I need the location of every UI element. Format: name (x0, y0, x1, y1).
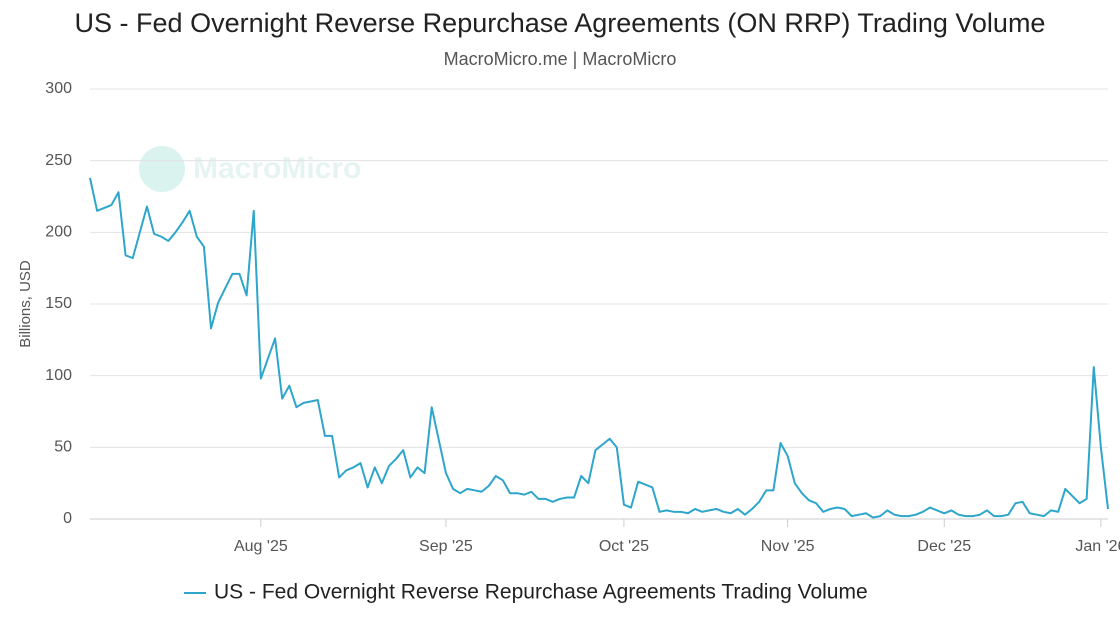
y-tick-label: 100 (45, 367, 72, 384)
y-tick-label: 300 (45, 80, 72, 97)
x-tick-label: Aug '25 (234, 538, 288, 555)
x-tick-label: Dec '25 (917, 538, 971, 555)
y-tick-label: 250 (45, 152, 72, 169)
watermark-logo (139, 146, 185, 192)
chart-subtitle: MacroMicro.me | MacroMicro (444, 49, 677, 69)
y-tick-label: 150 (45, 295, 72, 312)
x-tick-label: Sep '25 (419, 538, 473, 555)
y-tick-label: 0 (63, 510, 72, 527)
x-tick-label: Jan '26 (1075, 538, 1120, 555)
watermark-text: MacroMicro (193, 152, 361, 185)
legend: US - Fed Overnight Reverse Repurchase Ag… (184, 581, 868, 604)
watermark: MacroMicro (139, 146, 361, 192)
x-tick-label: Oct '25 (599, 538, 649, 555)
y-tick-label: 200 (45, 224, 72, 241)
chart-title: US - Fed Overnight Reverse Repurchase Ag… (75, 8, 1046, 38)
legend-label: US - Fed Overnight Reverse Repurchase Ag… (214, 581, 868, 604)
y-axis-label: Billions, USD (17, 260, 34, 348)
x-tick-label: Nov '25 (761, 538, 815, 555)
y-tick-label: 50 (54, 439, 72, 456)
data-line (89, 177, 1109, 519)
